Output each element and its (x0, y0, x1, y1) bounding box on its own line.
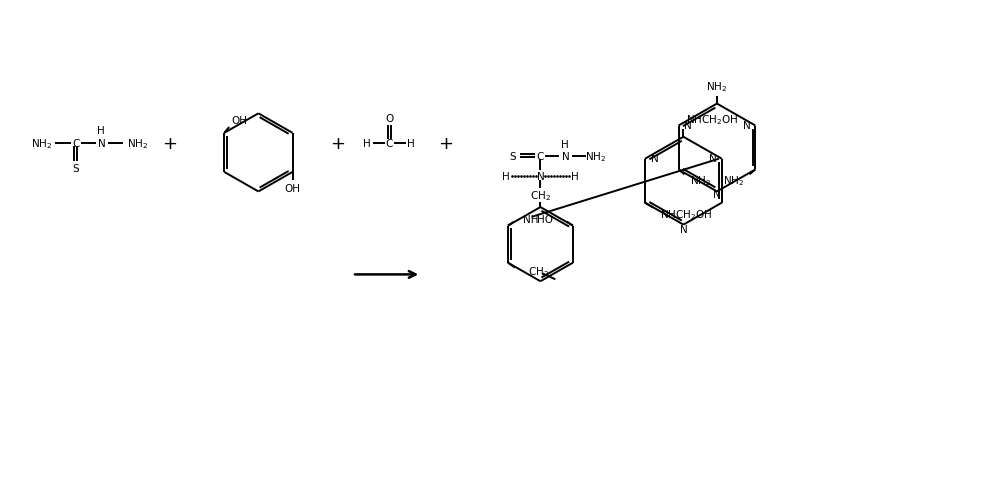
Text: NH$_2$: NH$_2$ (127, 136, 148, 150)
Text: NH$_2$: NH$_2$ (31, 136, 52, 150)
Text: N: N (562, 151, 570, 161)
Text: NHCH$_2$OH: NHCH$_2$OH (660, 208, 712, 222)
Text: C: C (537, 151, 544, 161)
Text: N: N (743, 120, 750, 130)
Text: H: H (363, 138, 371, 148)
Text: CH$_2$: CH$_2$ (530, 189, 551, 203)
Text: HO: HO (537, 214, 553, 224)
Text: N: N (684, 120, 692, 130)
Text: CH$_2$: CH$_2$ (528, 265, 549, 279)
Text: NH$_2$: NH$_2$ (585, 150, 606, 163)
Text: +: + (162, 134, 177, 152)
Text: N: N (98, 138, 105, 148)
Text: N: N (709, 153, 717, 163)
Text: H: H (571, 171, 579, 181)
Text: C: C (386, 138, 393, 148)
Text: OH: OH (231, 116, 247, 126)
Text: N: N (537, 171, 544, 181)
Text: C: C (72, 138, 80, 148)
Text: H: H (502, 171, 510, 181)
Text: H: H (561, 139, 569, 149)
Text: +: + (438, 134, 453, 152)
Text: OH: OH (285, 184, 301, 194)
Text: O: O (385, 114, 394, 124)
Text: H: H (407, 138, 415, 148)
Text: N: N (680, 224, 687, 234)
Text: H: H (97, 126, 104, 136)
Text: S: S (510, 151, 516, 161)
Text: N: N (651, 153, 659, 163)
Text: NH$_2$: NH$_2$ (690, 174, 711, 188)
Text: NH$_2$: NH$_2$ (706, 80, 728, 94)
Text: S: S (73, 164, 79, 174)
Text: NHCH$_2$OH: NHCH$_2$OH (686, 113, 739, 127)
Text: NH$_2$: NH$_2$ (723, 174, 744, 188)
Text: +: + (330, 134, 345, 152)
Text: NH: NH (523, 214, 538, 224)
Text: N: N (713, 190, 721, 200)
